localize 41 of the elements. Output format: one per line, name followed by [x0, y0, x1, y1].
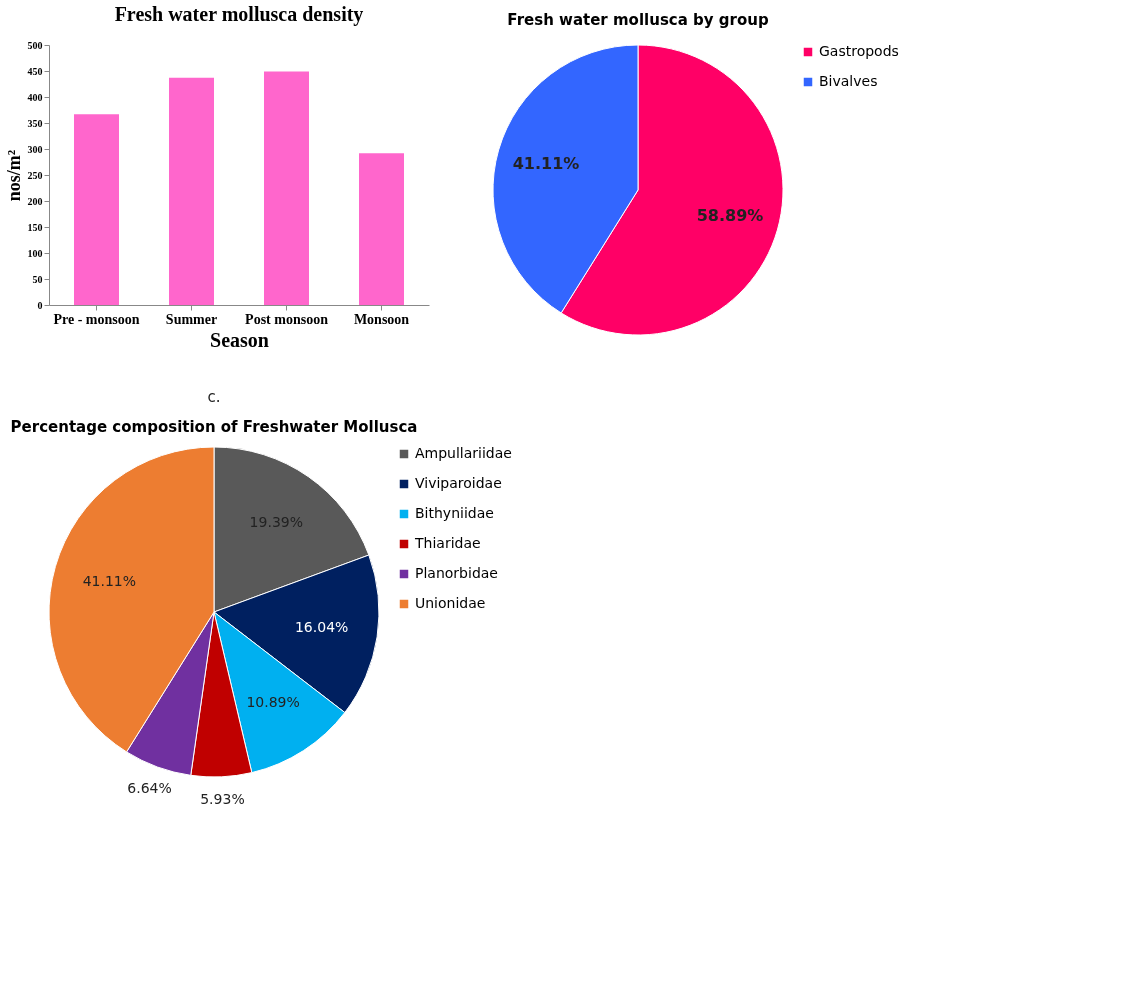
data-label: 10.89% [246, 694, 300, 711]
data-label: 5.93% [200, 790, 245, 807]
x-tick-label: Monsoon [353, 311, 410, 327]
y-tick-label: 50 [32, 273, 43, 285]
legend-label: Gastropods [819, 43, 899, 59]
legend-label: Viviparoidae [415, 475, 502, 491]
data-label: 58.89% [696, 206, 764, 226]
legend-label: Thiaridae [414, 535, 481, 551]
chart-title: Fresh water mollusca by group [507, 11, 769, 29]
y-axis-title: nos/m² [3, 149, 24, 202]
text: c. [207, 388, 221, 406]
bar [359, 153, 404, 305]
y-tick-label: 150 [27, 221, 43, 233]
x-tick-label: Post monsoon [245, 311, 329, 327]
chart-title: Fresh water mollusca density [114, 3, 364, 26]
bar [74, 114, 119, 305]
legend-label: Ampullariidae [415, 445, 512, 461]
data-label: 16.04% [294, 619, 349, 636]
x-tick-label: Summer [165, 311, 218, 327]
bar [169, 77, 214, 305]
data-label: 6.64% [127, 779, 172, 796]
y-tick-label: 350 [27, 117, 43, 129]
bar [264, 71, 309, 305]
x-tick-label: Pre - monsoon [53, 311, 140, 327]
legend-label: Unionidae [415, 595, 486, 611]
y-tick-label: 100 [27, 247, 43, 259]
legend-label: Bithyniidae [415, 505, 494, 521]
y-tick-label: 300 [27, 143, 43, 155]
y-tick-label: 450 [27, 65, 43, 77]
y-tick-label: 400 [27, 91, 43, 103]
y-tick-label: 250 [27, 169, 43, 181]
x-axis-title: Season [210, 328, 269, 351]
legend-label: Bivalves [819, 73, 878, 89]
data-label: 41.11% [82, 572, 137, 589]
data-label: 19.39% [249, 513, 304, 530]
y-tick-label: 0 [37, 299, 43, 311]
legend-label: Planorbidae [415, 565, 498, 581]
y-tick-label: 200 [27, 195, 43, 207]
data-label: 41.11% [512, 153, 580, 173]
chart-title: Percentage composition of Freshwater Mollusca [10, 418, 418, 436]
y-tick-label: 500 [27, 39, 43, 51]
